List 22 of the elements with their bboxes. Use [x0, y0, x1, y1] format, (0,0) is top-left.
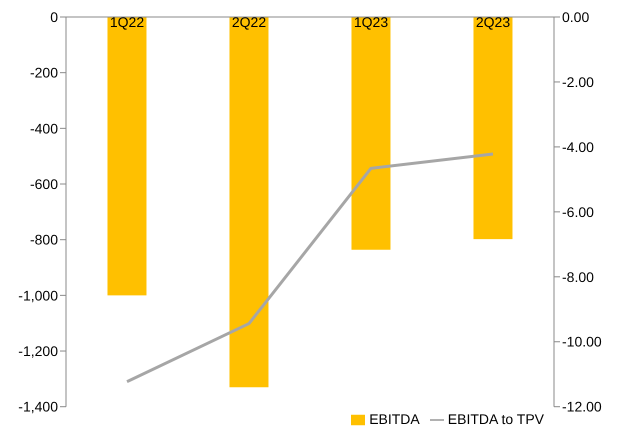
y-tick-label: -600 [30, 176, 58, 192]
y-tick-label: -400 [30, 120, 58, 136]
x-tick-label: 2Q23 [476, 14, 510, 30]
y-tick-label: -200 [30, 64, 58, 81]
legend-label: EBITDA to TPV [448, 410, 544, 427]
y-tick-label: -1,000 [18, 287, 58, 304]
y2-tick-label: -6.00 [562, 204, 594, 220]
y2-tick-label: -4.00 [562, 138, 594, 155]
y2-tick-label: 0.00 [562, 8, 590, 25]
x-tick-label: 2Q22 [232, 14, 266, 30]
y-tick-label: -1,400 [18, 398, 58, 415]
x-tick-label: 1Q22 [110, 14, 144, 30]
y2-tick-label: -2.00 [562, 74, 594, 90]
y2-tick-label: -8.00 [562, 268, 594, 285]
x-tick-label: 1Q23 [354, 14, 388, 30]
y2-tick-label: -12.00 [562, 398, 602, 415]
y-tick-label: -800 [30, 232, 58, 248]
legend-label: EBITDA [369, 410, 420, 427]
y-tick-label: 0 [50, 8, 58, 25]
line-series [126, 152, 494, 384]
y2-tick-label: -10.00 [562, 334, 602, 350]
y-tick-label: -1,200 [18, 343, 58, 359]
